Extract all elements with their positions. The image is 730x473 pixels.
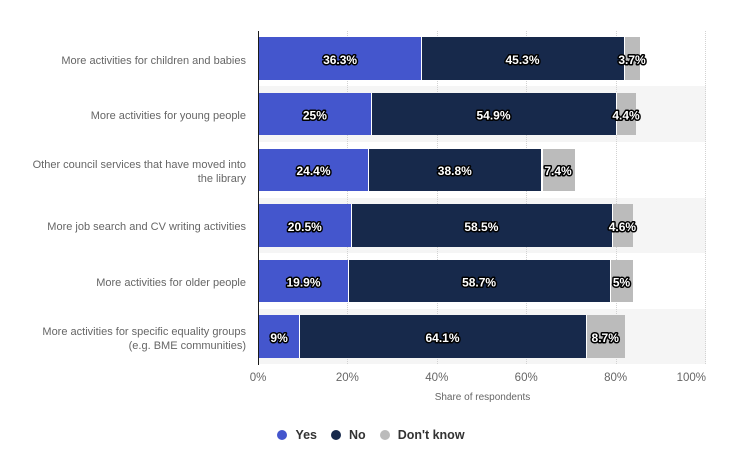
svg-text:24.4%: 24.4% (296, 164, 330, 178)
svg-text:4.6%: 4.6% (609, 220, 637, 234)
svg-text:5%: 5% (613, 275, 631, 289)
svg-text:45.3%: 45.3% (505, 53, 539, 67)
svg-text:19.9%: 19.9% (286, 275, 320, 289)
svg-text:20.5%: 20.5% (288, 220, 322, 234)
svg-text:8.7%: 8.7% (592, 331, 620, 345)
svg-text:54.9%: 54.9% (476, 109, 510, 123)
svg-text:4.4%: 4.4% (612, 109, 640, 123)
svg-text:58.5%: 58.5% (464, 220, 498, 234)
svg-text:38.8%: 38.8% (438, 164, 472, 178)
svg-text:58.7%: 58.7% (462, 275, 496, 289)
svg-text:64.1%: 64.1% (425, 331, 459, 345)
svg-text:9%: 9% (270, 331, 288, 345)
svg-text:36.3%: 36.3% (323, 53, 357, 67)
svg-text:7.4%: 7.4% (544, 164, 572, 178)
svg-text:3.7%: 3.7% (618, 53, 646, 67)
svg-text:25%: 25% (303, 109, 327, 123)
